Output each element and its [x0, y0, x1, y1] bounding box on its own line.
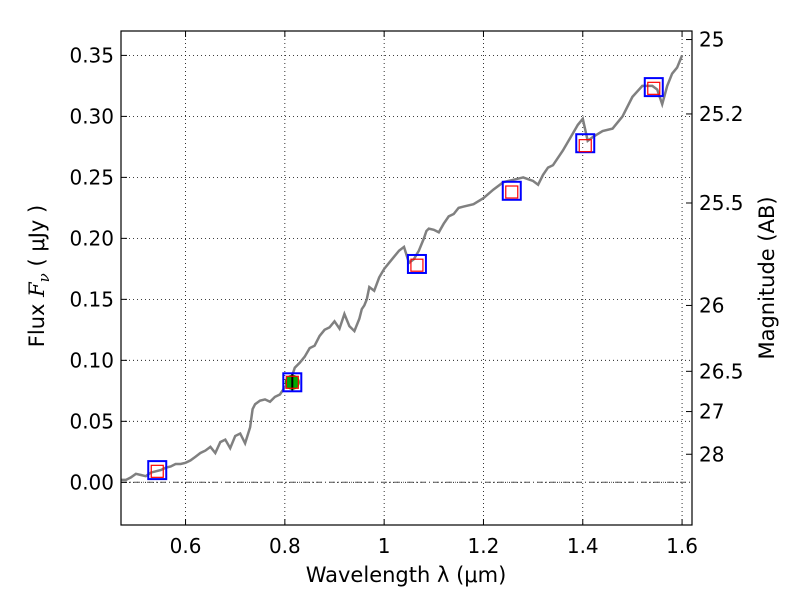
model-spectrum-line — [121, 54, 684, 482]
plot-frame — [120, 30, 693, 526]
model-photometry-marker — [410, 258, 424, 272]
model-photometry-marker — [578, 139, 592, 153]
y-tick-label: 0.20 — [69, 226, 114, 250]
y-axis-label-suffix: ( μJy ) — [25, 205, 49, 273]
y2-axis-ticks: 25 25.2 25.5 26 26.5 27 28 — [686, 28, 744, 466]
y2-tick-label: 27 — [699, 400, 724, 424]
model-photometry-marker — [285, 375, 299, 389]
spectrum-layer — [121, 54, 684, 482]
y-axis-label: Flux Fν ( μJy ) — [25, 205, 53, 347]
x-tick-label: 1.2 — [468, 534, 500, 558]
model-photometry-marker — [150, 464, 164, 478]
x-tick-label: 1.4 — [567, 534, 599, 558]
model-photometry-marker — [647, 81, 661, 95]
y-tick-label: 0.00 — [69, 470, 114, 494]
observed-photometry-marker — [643, 77, 664, 98]
y-tick-label: 0.25 — [69, 165, 114, 189]
y-tick-label: 0.30 — [69, 104, 114, 128]
x-axis-ticks: 0.6 0.8 1 1.2 1.4 1.6 — [170, 31, 698, 558]
y-tick-label: 0.15 — [69, 287, 114, 311]
y-tick-label: 0.35 — [69, 43, 114, 67]
observed-photometry-marker — [406, 253, 427, 274]
observed-photometry-marker — [282, 372, 303, 393]
y2-tick-label: 25.2 — [699, 102, 744, 126]
model-photometry-marker — [505, 185, 519, 199]
y2-tick-label: 25.5 — [699, 191, 744, 215]
y2-axis-label: Magnitude (AB) — [755, 196, 779, 359]
y-tick-label: 0.05 — [69, 409, 114, 433]
y-tick-label: 0.10 — [69, 348, 114, 372]
x-tick-label: 1.6 — [666, 534, 698, 558]
y-axis-ticks: 0.00 0.05 0.10 0.15 0.20 0.25 0.30 0.35 — [69, 43, 127, 494]
observed-photometry-marker — [147, 460, 168, 481]
x-tick-label: 0.8 — [269, 534, 301, 558]
y2-tick-label: 28 — [699, 442, 724, 466]
y2-tick-label: 26 — [699, 293, 724, 317]
observed-photometry-marker — [501, 180, 522, 201]
y-axis-label-symbol: F — [25, 281, 49, 298]
x-tick-label: 0.6 — [170, 534, 202, 558]
y-axis-label-prefix: Flux — [25, 297, 49, 347]
y2-tick-label: 26.5 — [699, 359, 744, 383]
x-tick-label: 1 — [378, 534, 391, 558]
y-axis-label-subscript: ν — [35, 273, 53, 282]
photometry-markers — [147, 77, 664, 481]
x-axis-label: Wavelength λ (μm) — [306, 563, 507, 587]
y2-tick-label: 25 — [699, 28, 724, 52]
